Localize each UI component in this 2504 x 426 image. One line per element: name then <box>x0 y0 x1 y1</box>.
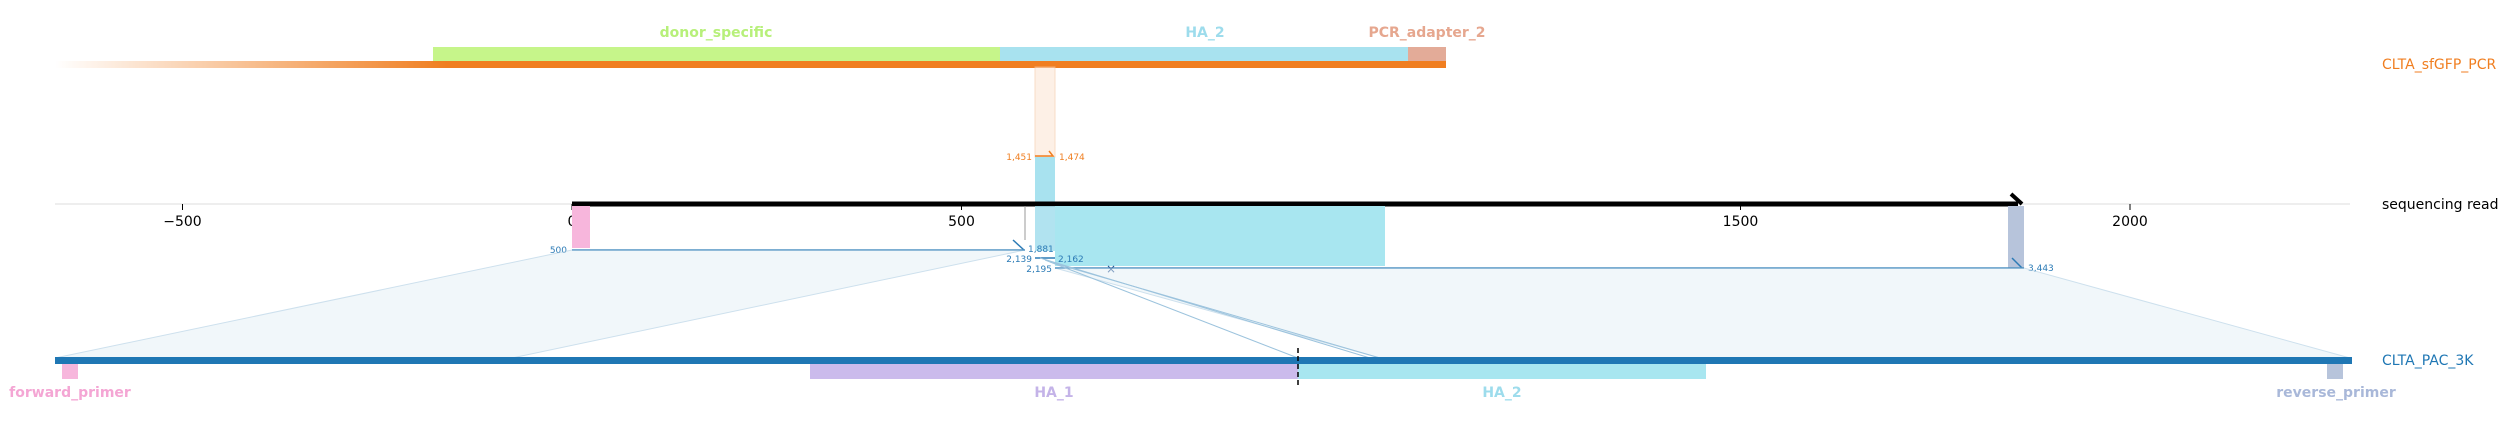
annotation-mid-c: 2,139 <box>1006 255 1032 265</box>
annotation-mid-b: 2,162 <box>1058 255 1084 265</box>
top-feature-label-donor-specific: donor_specific <box>660 25 773 41</box>
top-feature-ha2 <box>1000 47 1409 63</box>
annotation-right-end: 3,443 <box>2028 264 2054 274</box>
read-track-arrow <box>2009 192 2024 206</box>
bottom-feature-label-reverse-primer: reverse_primer <box>2276 385 2396 401</box>
mapping-region-left <box>54 249 1026 359</box>
mapping-line-2 <box>1049 261 1381 359</box>
alignment-arrow-3 <box>2011 257 2023 269</box>
annotation-mid-d: 2,195 <box>1026 265 1052 275</box>
read-feature-reverse-primer <box>2008 206 2024 268</box>
top-track-line <box>55 61 447 68</box>
bottom-feature-label-forward-primer: forward_primer <box>9 385 131 401</box>
axis-tick-label: −500 <box>163 214 201 230</box>
axis-tick-label: 2000 <box>2112 214 2148 230</box>
alignment-arrow-1 <box>1012 239 1025 251</box>
bottom-feature-forward-primer <box>62 364 78 379</box>
top-feature-pcr-adapter-2 <box>1408 47 1446 63</box>
top-feature-donor-specific <box>433 47 1001 63</box>
top-track-line-solid <box>446 61 1446 68</box>
annotation-read-start: 500 <box>550 246 567 256</box>
top-feature-label-ha2: HA_2 <box>1185 25 1224 41</box>
top-annotation-left: 1,451 <box>1006 153 1032 163</box>
annotation-mid-a: 1,881 <box>1028 245 1054 255</box>
read-feature-ha2 <box>1055 206 1385 266</box>
bottom-track-line <box>55 357 2352 364</box>
mapping-line-3 <box>1044 259 1299 359</box>
top-connector-band <box>1034 66 1056 158</box>
bottom-feature-reverse-primer <box>2327 364 2343 379</box>
bottom-feature-ha1 <box>810 364 1298 379</box>
top-annotation-right: 1,474 <box>1059 153 1085 163</box>
bottom-feature-ha2 <box>1298 364 1706 379</box>
bottom-track-name: CLTA_PAC_3K <box>2382 353 2474 369</box>
axis-tick-label: 500 <box>948 214 975 230</box>
ha2-overlap-column <box>1035 157 1055 205</box>
top-track-name: CLTA_sfGFP_PCR <box>2382 57 2496 73</box>
read-feature-ha2-narrow <box>1035 206 1055 251</box>
mapping-region-right <box>1054 267 2351 359</box>
bottom-feature-label-ha2: HA_2 <box>1482 385 1521 401</box>
read-feature-forward-primer <box>572 206 590 248</box>
bottom-feature-label-ha1: HA_1 <box>1034 385 1073 401</box>
axis-tick-label: 1500 <box>1723 214 1759 230</box>
read-track-name: sequencing read <box>2382 197 2498 213</box>
top-arrow-mark <box>1035 150 1055 157</box>
top-feature-label-pcr-adapter-2: PCR_adapter_2 <box>1368 25 1485 41</box>
